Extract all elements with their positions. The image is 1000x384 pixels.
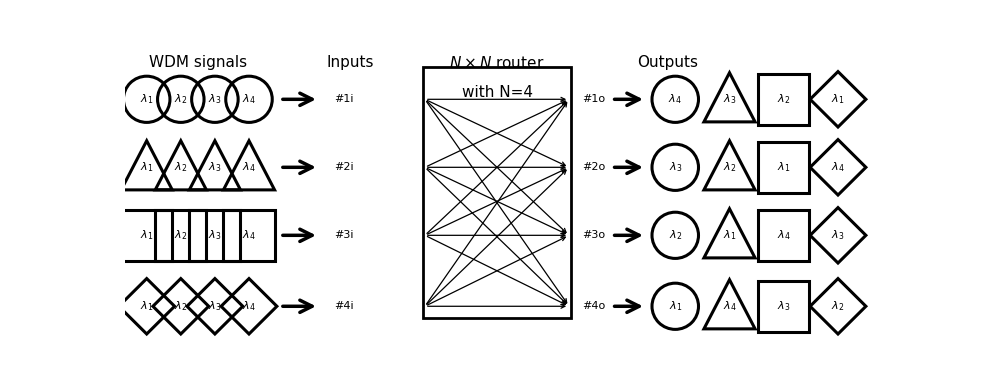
Text: $\lambda_1$: $\lambda_1$ [140, 300, 153, 313]
Text: #3o: #3o [582, 230, 605, 240]
Text: $\lambda_3$: $\lambda_3$ [208, 228, 222, 242]
Text: $\lambda_1$: $\lambda_1$ [140, 228, 153, 242]
Text: $\lambda_1$: $\lambda_1$ [777, 161, 790, 174]
Text: WDM signals: WDM signals [149, 55, 247, 70]
Text: $\lambda_4$: $\lambda_4$ [831, 161, 845, 174]
Text: #2i: #2i [334, 162, 354, 172]
Text: $\lambda_4$: $\lambda_4$ [723, 300, 736, 313]
Text: $N \times N$ router: $N \times N$ router [449, 55, 545, 71]
Text: $\lambda_4$: $\lambda_4$ [242, 93, 256, 106]
Text: $\lambda_3$: $\lambda_3$ [208, 161, 222, 174]
Text: $\lambda_2$: $\lambda_2$ [174, 93, 187, 106]
Text: $\lambda_3$: $\lambda_3$ [208, 93, 222, 106]
Text: $\lambda_2$: $\lambda_2$ [723, 161, 736, 174]
Text: $\lambda_4$: $\lambda_4$ [777, 228, 791, 242]
Text: #2o: #2o [582, 162, 606, 172]
Text: $\lambda_1$: $\lambda_1$ [669, 300, 682, 313]
Text: $\lambda_1$: $\lambda_1$ [831, 93, 845, 106]
Text: Inputs: Inputs [326, 55, 374, 70]
Text: $\lambda_1$: $\lambda_1$ [140, 161, 153, 174]
Text: $\lambda_3$: $\lambda_3$ [723, 93, 736, 106]
Text: #1i: #1i [334, 94, 354, 104]
Text: $\lambda_2$: $\lambda_2$ [777, 93, 790, 106]
Text: $\lambda_3$: $\lambda_3$ [777, 300, 790, 313]
Text: $\lambda_4$: $\lambda_4$ [242, 161, 256, 174]
Text: #4i: #4i [334, 301, 354, 311]
Text: #1o: #1o [582, 94, 605, 104]
Text: $\lambda_3$: $\lambda_3$ [669, 161, 682, 174]
Text: $\lambda_4$: $\lambda_4$ [242, 228, 256, 242]
Text: $\lambda_2$: $\lambda_2$ [669, 228, 682, 242]
Text: with N=4: with N=4 [462, 84, 532, 99]
Text: $\lambda_4$: $\lambda_4$ [242, 300, 256, 313]
Text: $\lambda_2$: $\lambda_2$ [174, 300, 187, 313]
Text: $\lambda_2$: $\lambda_2$ [831, 300, 845, 313]
Text: Outputs: Outputs [637, 55, 698, 70]
Bar [423, 67, 571, 318]
Text: $\lambda_1$: $\lambda_1$ [140, 93, 153, 106]
Text: $\lambda_4$: $\lambda_4$ [668, 93, 682, 106]
Text: $\lambda_2$: $\lambda_2$ [174, 161, 187, 174]
Text: #4o: #4o [582, 301, 606, 311]
Text: $\lambda_2$: $\lambda_2$ [174, 228, 187, 242]
Text: $\lambda_1$: $\lambda_1$ [723, 228, 736, 242]
Text: $\lambda_3$: $\lambda_3$ [208, 300, 222, 313]
Text: $\lambda_3$: $\lambda_3$ [831, 228, 845, 242]
Text: #3i: #3i [334, 230, 354, 240]
